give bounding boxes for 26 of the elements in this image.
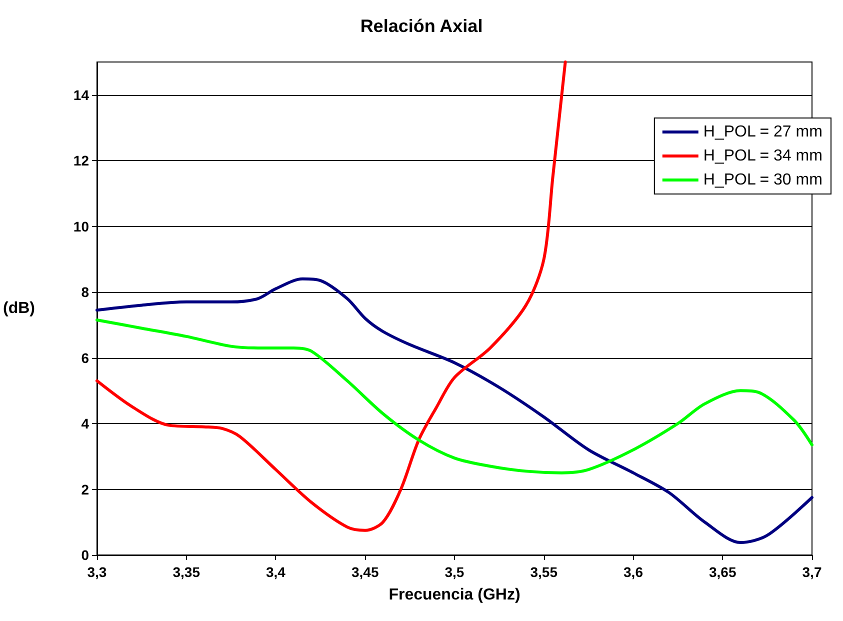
x-tick-label: 3,6 <box>624 564 644 580</box>
line-series <box>95 277 814 544</box>
y-tick-label: 0 <box>81 547 90 563</box>
legend-label: H_POL = 34 mm <box>703 148 822 164</box>
y-tick-label: 6 <box>81 350 90 366</box>
line-series <box>95 60 567 532</box>
x-tick-label: 3,7 <box>802 564 822 580</box>
y-axis-title: (dB) <box>3 300 35 317</box>
y-tick-label: 12 <box>73 152 90 169</box>
y-tick-label: 4 <box>81 416 90 432</box>
y-tick-label: 10 <box>73 218 90 234</box>
legend-label: H_POL = 27 mm <box>703 124 822 140</box>
chart-title: Relación Axial <box>360 16 483 36</box>
x-tick-label: 3,5 <box>444 564 464 580</box>
y-tick-label: 8 <box>81 284 90 300</box>
x-tick-label: 3,3 <box>87 564 107 580</box>
legend-label: H_POL = 30 mm <box>703 172 822 188</box>
x-tick-label: 3,4 <box>266 564 286 580</box>
y-tick-label: 14 <box>73 86 90 103</box>
x-tick-label: 3,65 <box>709 564 736 580</box>
y-tick-label: 2 <box>81 481 90 498</box>
line-series <box>95 318 814 474</box>
x-tick-label: 3,35 <box>172 564 200 580</box>
x-tick-label: 3,45 <box>351 564 379 580</box>
x-tick-label: 3,55 <box>530 564 558 580</box>
x-axis-title: Frecuencia (GHz) <box>388 586 520 604</box>
